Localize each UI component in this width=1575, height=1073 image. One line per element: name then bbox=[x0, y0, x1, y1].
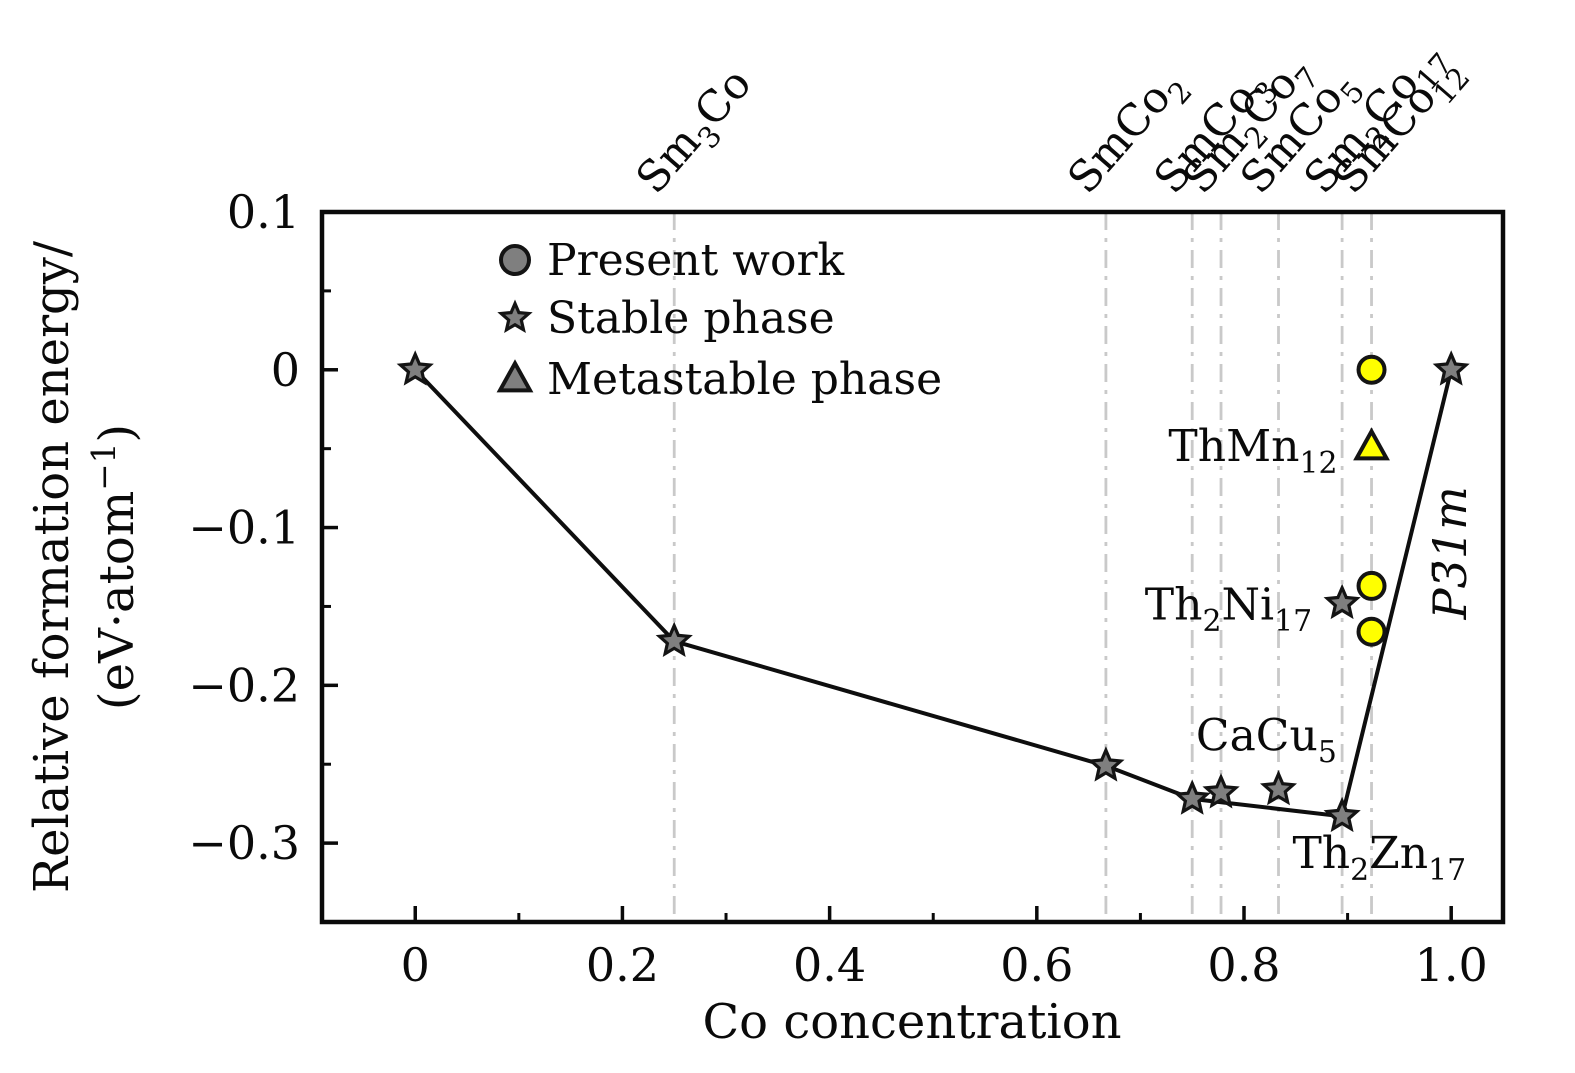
data-point-star bbox=[655, 621, 693, 657]
legend-label: Present work bbox=[547, 235, 844, 286]
x-tick-label: 0.4 bbox=[793, 938, 866, 992]
data-point-triangle bbox=[1353, 427, 1390, 461]
y-tick-label: 0 bbox=[271, 343, 300, 397]
x-axis-title: Co concentration bbox=[702, 994, 1121, 1050]
y-tick-label: 0.1 bbox=[227, 185, 300, 239]
x-tick-label: 0 bbox=[401, 938, 430, 992]
y-tick-label: −0.2 bbox=[188, 658, 300, 712]
legend-label: Metastable phase bbox=[547, 354, 942, 405]
data-point-star bbox=[1087, 746, 1125, 782]
x-tick-label: 1.0 bbox=[1415, 938, 1488, 992]
plot-frame bbox=[319, 209, 1506, 925]
data-point-star bbox=[1323, 583, 1361, 620]
y-tick-label: −0.1 bbox=[188, 501, 300, 555]
data-point-circle bbox=[1356, 354, 1387, 385]
annotation-label: Th2Zn17 bbox=[1292, 828, 1466, 888]
convex-hull-line bbox=[413, 368, 1454, 819]
data-point-star bbox=[396, 350, 434, 386]
data-point-star bbox=[1259, 769, 1298, 806]
top-axis-label: Sm3Co bbox=[627, 59, 767, 208]
annotation-label: ThMn12 bbox=[1168, 421, 1337, 481]
legend-marker-star bbox=[497, 299, 533, 333]
annotation-label: CaCu5 bbox=[1196, 710, 1337, 770]
data-point-star bbox=[1202, 773, 1240, 809]
data-point-star bbox=[1323, 796, 1361, 833]
legend-marker-circle bbox=[499, 244, 531, 276]
data-point-circle bbox=[1356, 570, 1387, 601]
y-axis-title-line1: Relative formation energy/ bbox=[24, 240, 80, 893]
annotation-label: P3̄1m bbox=[1423, 486, 1477, 620]
y-tick-label: −0.3 bbox=[188, 816, 300, 870]
annotation-label: Th2Ni17 bbox=[1145, 579, 1312, 639]
legend-label: Stable phase bbox=[547, 293, 835, 344]
x-tick-label: 0.2 bbox=[586, 938, 659, 992]
x-tick-label: 0.8 bbox=[1207, 938, 1280, 992]
data-point-circle bbox=[1356, 616, 1387, 647]
legend-marker-triangle bbox=[496, 359, 534, 393]
y-axis-title-line2: (eV·atom−1) bbox=[85, 424, 145, 710]
data-point-star bbox=[1173, 779, 1211, 815]
data-point-star bbox=[1432, 350, 1470, 386]
x-tick-label: 0.6 bbox=[1000, 938, 1073, 992]
